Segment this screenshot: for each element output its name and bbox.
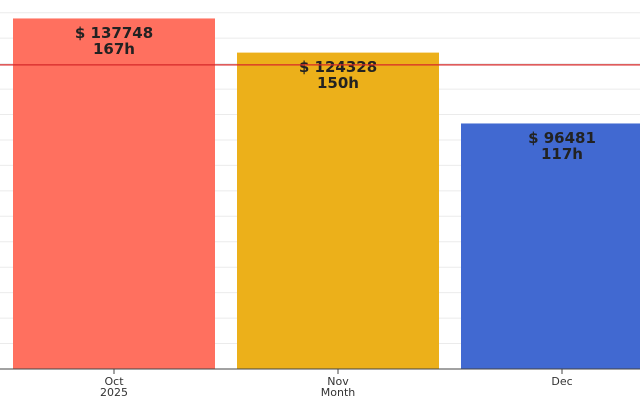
x-year-label: 2025 <box>100 386 128 399</box>
hours-label: 150h <box>317 74 359 92</box>
x-tick-label: Oct <box>104 375 124 388</box>
x-tick-label: Nov <box>327 375 349 388</box>
bar <box>237 52 439 369</box>
value-label: $ 137748 <box>75 24 153 42</box>
x-axis-title: Month <box>321 386 356 399</box>
value-label: $ 96481 <box>528 129 596 147</box>
x-tick-label: Dec <box>551 375 572 388</box>
value-label: $ 124328 <box>299 58 377 76</box>
hours-label: 117h <box>541 145 583 163</box>
bar <box>461 123 640 369</box>
bar <box>13 18 215 370</box>
hours-label: 167h <box>93 40 135 58</box>
